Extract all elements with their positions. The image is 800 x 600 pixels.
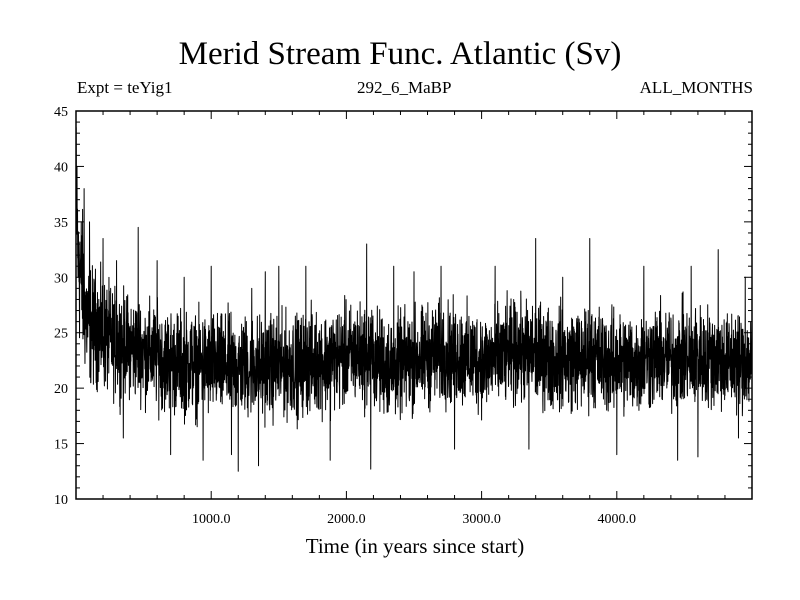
plot-frame (75, 110, 753, 500)
chart-subtitle-months: ALL_MONTHS (639, 78, 753, 97)
x-tick-label: 3000.0 (462, 512, 501, 527)
ticks-layer (76, 110, 752, 500)
y-tick-label: 40 (54, 160, 68, 175)
tick-labels-layer: 10 15 20 25 30 35 40 45 1000.0 2000.0 3000.0 4000.0 (54, 105, 636, 527)
y-tick-label: 30 (54, 271, 68, 286)
y-tick-label: 20 (54, 382, 68, 397)
x-tick-label: 4000.0 (598, 512, 637, 527)
series-line (75, 127, 753, 472)
x-tick-label: 2000.0 (327, 512, 366, 527)
y-tick-label: 15 (54, 438, 68, 453)
chart-subtitle-period: 292_6_MaBP (357, 78, 452, 97)
y-tick-label: 45 (54, 105, 68, 120)
chart-title: Merid Stream Func. Atlantic (Sv) (178, 36, 622, 72)
x-tick-label: 1000.0 (192, 512, 231, 527)
y-tick-label: 35 (54, 216, 68, 231)
y-tick-label: 25 (54, 327, 68, 342)
x-axis-label: Time (in years since start) (305, 534, 525, 558)
y-tick-label: 10 (54, 493, 68, 508)
chart-subtitle-experiment: Expt = teYig1 (77, 78, 173, 97)
series-layer (75, 127, 753, 472)
